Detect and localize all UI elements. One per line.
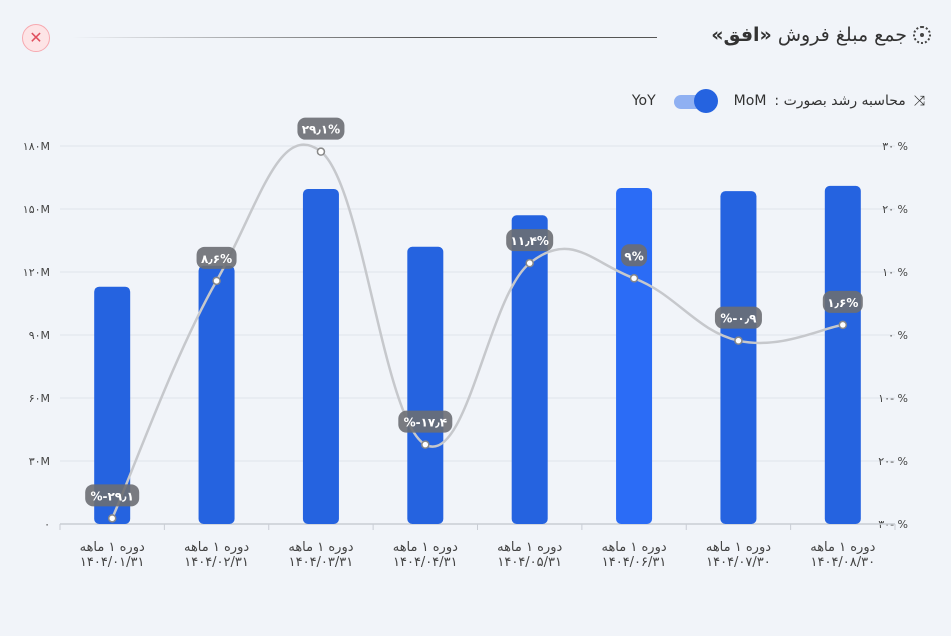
y-tick-label: ۶۰M <box>29 392 50 405</box>
bar <box>94 286 131 524</box>
y-tick-label: ۰ <box>44 518 50 531</box>
growth-mode-label: محاسبه رشد بصورت : <box>774 93 906 109</box>
dotted-circle-icon <box>913 26 931 44</box>
y2-tick-label: % ۰ <box>888 329 908 342</box>
x-tick-label: ۱۴۰۴/۰۸/۳۰ <box>811 555 876 570</box>
growth-label-bg <box>506 229 554 252</box>
y2-tick-label: % -۱۰ <box>878 392 908 405</box>
growth-mode-control: ⤨ محاسبه رشد بصورت : MoM YoY <box>631 89 925 113</box>
y-tick-label: ۳۰M <box>29 455 50 468</box>
growth-data-label: %-۰٫۹ <box>720 312 757 326</box>
growth-mode-toggle[interactable] <box>673 89 718 113</box>
growth-point <box>629 274 639 283</box>
x-tick-label: ۱۴۰۴/۰۶/۳۱ <box>602 555 667 570</box>
growth-label-bg <box>297 117 345 140</box>
growth-point <box>838 320 848 330</box>
bar <box>198 265 235 524</box>
bar <box>616 188 653 524</box>
trend-arrows-icon: ⤨ <box>913 93 925 109</box>
y-tick-label: ۱۵۰M <box>23 203 50 216</box>
header-divider <box>72 37 657 38</box>
bar <box>511 215 548 525</box>
x-tick-label: دوره ۱ ماهه <box>393 540 458 555</box>
x-tick-label: دوره ۱ ماهه <box>810 540 875 555</box>
growth-label-bg <box>85 484 140 507</box>
option-mom[interactable]: MoM <box>733 93 767 109</box>
growth-label-bg <box>621 244 648 267</box>
growth-point <box>107 514 117 523</box>
x-tick-label: ۱۴۰۴/۰۴/۳۱ <box>393 555 458 570</box>
x-tick-label: ۱۴۰۴/۰۷/۳۰ <box>706 555 771 570</box>
growth-point <box>316 147 326 156</box>
option-yoy[interactable]: YoY <box>631 93 656 109</box>
x-tick-label: ۱۴۰۴/۰۵/۳۱ <box>497 555 562 570</box>
y-tick-label: ۹۰M <box>29 329 50 342</box>
y2-tick-label: % ۱۰ <box>882 266 908 279</box>
y-tick-label: ۱۲۰M <box>23 266 50 279</box>
growth-data-label: ۱۱٫۴% <box>510 234 549 248</box>
growth-label-bg <box>714 306 762 329</box>
y2-tick-label: % ۲۰ <box>882 203 908 216</box>
x-tick-label: ۱۴۰۴/۰۱/۳۱ <box>80 555 145 570</box>
x-tick-label: ۱۴۰۴/۰۲/۳۱ <box>184 555 249 570</box>
growth-data-label: %-۱۷٫۴ <box>404 416 447 430</box>
growth-data-label: ۸٫۶% <box>201 252 232 266</box>
y-tick-label: ۱۸۰M <box>23 140 50 153</box>
growth-label-bg <box>822 290 863 313</box>
x-tick-label: ۱۴۰۴/۰۳/۳۱ <box>289 555 354 570</box>
y2-tick-label: % ۳۰ <box>882 140 908 153</box>
growth-data-label: ۲۹٫۱% <box>302 123 341 137</box>
title-brand: «افق» <box>711 24 772 46</box>
x-tick-label: دوره ۱ ماهه <box>184 540 249 555</box>
x-tick-label: دوره ۱ ماهه <box>497 540 562 555</box>
growth-point <box>525 258 534 268</box>
x-tick-label: دوره ۱ ماهه <box>288 540 353 555</box>
growth-label-bg <box>398 410 453 433</box>
growth-label-bg <box>196 246 237 269</box>
growth-data-label: %-۲۹٫۱ <box>90 489 133 503</box>
growth-data-label: ۱٫۶% <box>827 296 858 310</box>
bar <box>302 189 339 525</box>
x-tick-label: دوره ۱ ماهه <box>706 540 771 555</box>
bar <box>407 246 444 525</box>
growth-data-label: ۹% <box>624 249 643 263</box>
growth-point <box>212 276 221 286</box>
x-tick-label: دوره ۱ ماهه <box>601 540 666 555</box>
title-text: جمع مبلغ فروش <box>777 24 907 46</box>
growth-point <box>421 440 430 449</box>
page-title: جمع مبلغ فروش «افق» <box>711 24 931 46</box>
close-button[interactable]: ✕ <box>22 24 50 52</box>
bar <box>824 185 861 524</box>
growth-point <box>734 336 743 345</box>
bar <box>720 191 757 524</box>
y2-tick-label: % -۲۰ <box>878 455 908 468</box>
x-tick-label: دوره ۱ ماهه <box>80 540 145 555</box>
close-icon: ✕ <box>29 28 43 47</box>
